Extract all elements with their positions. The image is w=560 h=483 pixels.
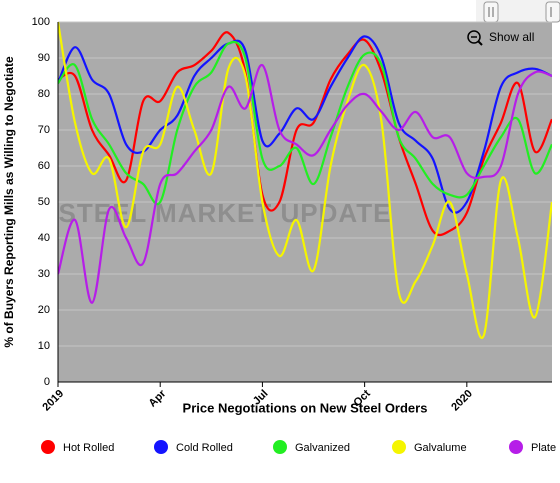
y-tick-label: 30 — [38, 268, 50, 280]
legend-label: Hot Rolled — [63, 442, 114, 454]
y-axis-title: % of Buyers Reporting Mills as Willing t… — [2, 56, 16, 348]
legend-label: Galvanized — [295, 442, 350, 454]
series-line — [58, 22, 552, 339]
lines — [58, 22, 552, 339]
zoom-icon[interactable] — [467, 30, 481, 44]
button-background[interactable] — [462, 28, 546, 48]
legend-marker — [154, 440, 168, 454]
y-tick-label: 40 — [38, 232, 50, 244]
watermark: STEEL MARKET UPDATE — [59, 198, 392, 228]
legend-marker — [273, 440, 287, 454]
legend-label: Cold Rolled — [176, 442, 233, 454]
y-tick-label: 20 — [38, 304, 50, 316]
series-line — [58, 40, 552, 206]
y-tick-label: 0 — [44, 376, 50, 388]
y-tick-label: 10 — [38, 340, 50, 352]
y-tick-label: 70 — [38, 124, 50, 136]
y-tick-label: 60 — [38, 160, 50, 172]
legend-label: Galvalume — [414, 442, 467, 454]
series-line — [58, 31, 552, 237]
x-tick-label: 2020 — [449, 388, 475, 414]
y-tick-label: 100 — [32, 16, 50, 28]
legend-marker — [392, 440, 406, 454]
y-tick-label: 50 — [38, 196, 50, 208]
legend-marker — [41, 440, 55, 454]
x-tick-label: 2019 — [40, 388, 66, 414]
range-handle[interactable] — [545, 1, 560, 23]
range-handle[interactable] — [483, 1, 499, 23]
legend: Hot Rolled Cold Rolled Galvanized Galvalume… — [41, 440, 556, 454]
y-tick-label: 80 — [38, 88, 50, 100]
show-all-button[interactable]: Show all — [462, 28, 546, 48]
legend-label: Plate — [531, 442, 556, 454]
y-tick-label: 90 — [38, 52, 50, 64]
series-line — [58, 64, 552, 304]
zoom-icon-handle[interactable] — [477, 40, 483, 46]
button-label[interactable]: Show all — [489, 30, 534, 44]
x-tick-label: Apr — [146, 387, 168, 409]
x-axis-title: Price Negotiations on New Steel Orders — [183, 400, 428, 415]
legend-marker — [509, 440, 523, 454]
